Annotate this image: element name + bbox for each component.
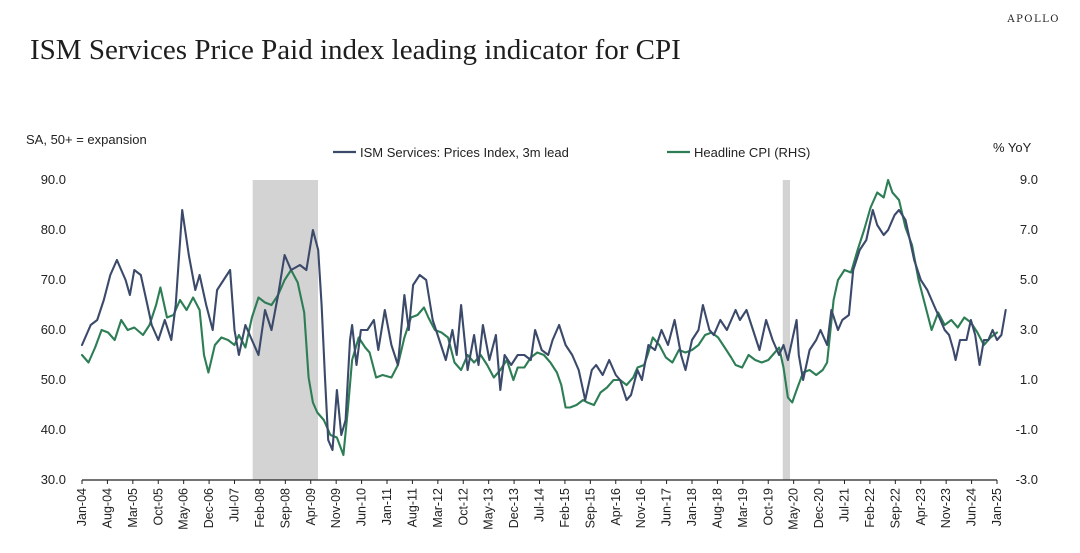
x-tick-label: Oct-12 [456, 488, 470, 526]
x-tick-label: Dec-13 [507, 488, 521, 528]
series-line-cpi [80, 178, 999, 457]
left-tick-label: 50.0 [41, 372, 66, 387]
x-tick-label: Oct-19 [761, 488, 775, 526]
chart-title: ISM Services Price Paid index leading in… [30, 34, 681, 66]
x-tick-label: Dec-20 [812, 488, 826, 528]
series-line-ism [80, 208, 1007, 452]
right-tick-label: 7.0 [1020, 222, 1038, 237]
recession-band-0 [252, 180, 319, 480]
x-tick-label: Mar-19 [736, 488, 750, 528]
x-tick-label: Mar-12 [431, 488, 445, 528]
left-axis-label: SA, 50+ = expansion [26, 132, 147, 147]
x-tick-label: Jan-25 [990, 488, 1004, 526]
left-tick-label: 60.0 [41, 322, 66, 337]
x-tick-label: Apr-16 [609, 488, 623, 526]
recession-band-1 [782, 180, 791, 480]
x-tick-label: May-13 [482, 488, 496, 530]
x-tick-label: Aug-04 [100, 488, 114, 528]
right-tick-label: 3.0 [1020, 322, 1038, 337]
x-tick-label: Jul-21 [838, 488, 852, 522]
legend-label-ism: ISM Services: Prices Index, 3m lead [360, 145, 569, 160]
series-lines [80, 178, 1007, 457]
x-tick-label: Sep-15 [583, 488, 597, 528]
right-tick-label: 9.0 [1020, 172, 1038, 187]
x-tick-label: Jan-11 [380, 488, 394, 525]
x-tick-label: May-06 [177, 488, 191, 530]
left-axis-ticks: 30.0 40.0 50.0 60.0 70.0 80.0 90.0 [41, 172, 66, 487]
right-tick-label: 5.0 [1020, 272, 1038, 287]
recession-bands [252, 180, 791, 480]
x-tick-label: Jun-24 [965, 488, 979, 526]
x-tick-label: Aug-11 [405, 488, 419, 527]
left-tick-label: 70.0 [41, 272, 66, 287]
x-tick-label: Oct-05 [151, 488, 165, 526]
x-tick-label: Nov-09 [329, 488, 343, 528]
left-tick-label: 90.0 [41, 172, 66, 187]
right-tick-label: -3.0 [1016, 472, 1038, 487]
left-tick-label: 80.0 [41, 222, 66, 237]
x-tick-label: Nov-23 [939, 488, 953, 528]
legend-label-cpi: Headline CPI (RHS) [694, 145, 810, 160]
x-tick-label: Apr-09 [304, 488, 318, 526]
x-tick-label: Dec-06 [202, 488, 216, 528]
x-tick-label: May-20 [787, 488, 801, 530]
x-tick-label: Sep-22 [888, 488, 902, 528]
right-tick-label: 1.0 [1020, 372, 1038, 387]
x-tick-label: Sep-08 [278, 488, 292, 528]
x-tick-label: Jun-10 [355, 488, 369, 526]
right-tick-label: -1.0 [1016, 422, 1038, 437]
x-tick-label: Mar-05 [126, 488, 140, 528]
x-tick-label: Jun-17 [660, 488, 674, 526]
x-tick-label: Nov-16 [634, 488, 648, 528]
x-tick-label: Jan-04 [75, 488, 89, 526]
x-tick-label: Jan-18 [685, 488, 699, 526]
x-tick-label: Apr-23 [914, 488, 928, 526]
x-tick-label: Jul-14 [533, 488, 547, 522]
right-axis-ticks: -3.0 -1.0 1.0 3.0 5.0 7.0 9.0 [1016, 172, 1038, 487]
legend: ISM Services: Prices Index, 3m lead Head… [333, 145, 810, 160]
x-tick-label: Feb-15 [558, 488, 572, 528]
x-tick-label: Feb-22 [863, 488, 877, 528]
x-axis-ticks: Jan-04 Aug-04 Mar-05 Oct-05 May-06 Dec-06 Jul-… [75, 480, 1004, 530]
brand-logo: APOLLO [1007, 14, 1060, 25]
x-tick-label: Jul-07 [228, 488, 242, 522]
left-tick-label: 40.0 [41, 422, 66, 437]
x-tick-label: Aug-18 [710, 488, 724, 528]
right-axis-label: % YoY [993, 140, 1032, 155]
x-tick-label: Feb-08 [253, 488, 267, 528]
left-tick-label: 30.0 [41, 472, 66, 487]
